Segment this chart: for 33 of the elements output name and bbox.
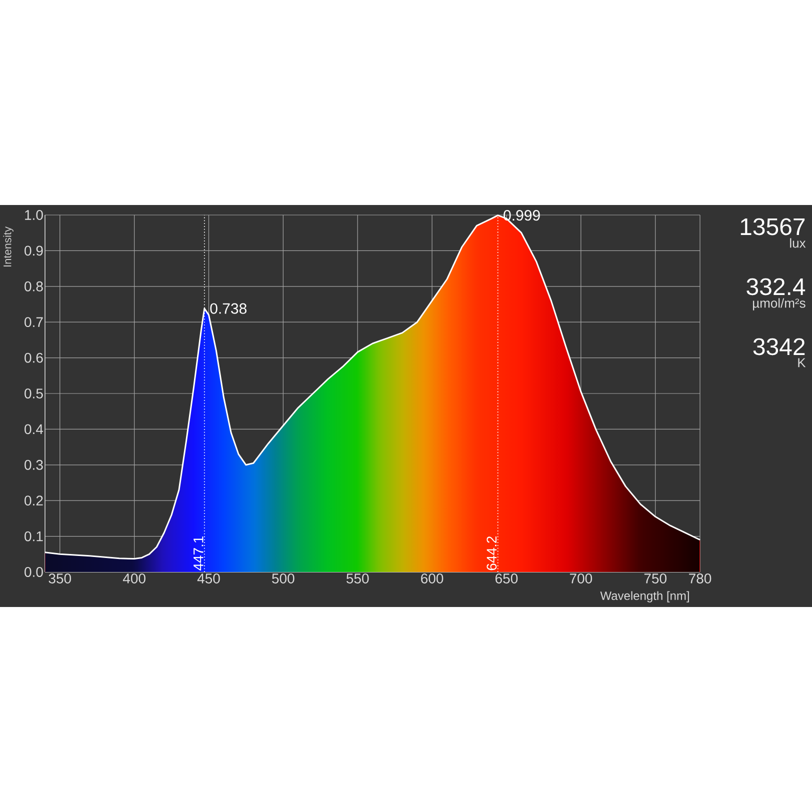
y-tick-label: 0.1 <box>24 531 43 542</box>
x-tick-label: 500 <box>272 574 294 584</box>
x-tick-label: 350 <box>48 574 72 584</box>
x-tick-label: 550 <box>346 574 369 584</box>
y-tick-label: 0.9 <box>24 246 43 256</box>
y-tick-label: 1.0 <box>25 210 43 220</box>
x-tick-label: 750 <box>644 574 666 584</box>
ref-line-label: 644.2 <box>486 536 497 570</box>
x-tick-label: 400 <box>122 574 146 584</box>
y-tick-label: 0.7 <box>24 317 43 328</box>
annotation: 0.999 <box>504 210 540 221</box>
y-tick-label: 0.3 <box>24 460 43 470</box>
text: µmol/m²s <box>752 298 806 310</box>
text: 3342 <box>753 338 805 356</box>
y-tick-label: 0.6 <box>24 352 43 363</box>
text: lux <box>790 238 806 248</box>
y-tick-label: 0.4 <box>24 424 44 434</box>
annotation: 0.738 <box>210 303 247 314</box>
y-tick-label: 0.0 <box>24 567 43 577</box>
x-tick-label: 650 <box>496 574 518 584</box>
y-tick-label: 0.5 <box>24 388 43 398</box>
text: 332.4 <box>746 278 806 296</box>
x-tick-label: 450 <box>197 574 220 584</box>
x-tick-label: 600 <box>421 574 444 584</box>
x-axis-title: Wavelength [nm] <box>600 591 689 602</box>
x-tick-label: 780 <box>689 574 712 584</box>
ref-line-label: 447.1 <box>194 536 204 570</box>
y-axis-title: Intensity <box>3 226 14 266</box>
y-tick-label: 0.2 <box>24 496 43 506</box>
x-tick-label: 700 <box>570 574 592 584</box>
text: 13567 <box>740 218 805 236</box>
y-tick-label: 0.8 <box>24 281 43 292</box>
text: K <box>798 358 806 368</box>
